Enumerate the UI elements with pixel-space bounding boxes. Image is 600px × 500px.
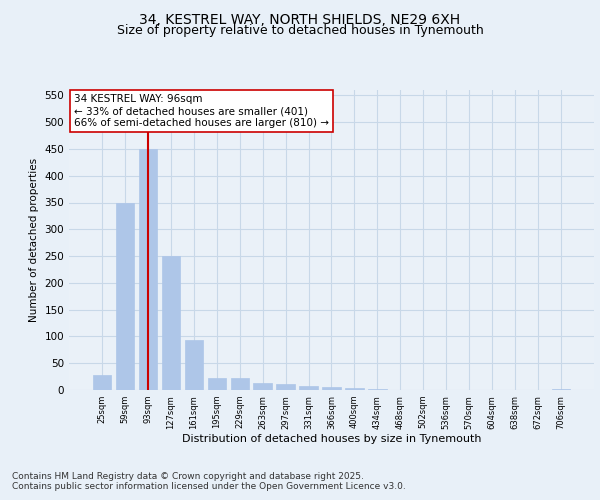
Bar [93,375,111,390]
Text: Contains HM Land Registry data © Crown copyright and database right 2025.: Contains HM Land Registry data © Crown c… [12,472,364,481]
Bar [185,340,203,390]
Bar [299,386,318,390]
Bar [162,256,180,390]
Bar [139,149,157,390]
Bar [208,378,226,390]
Bar [116,202,134,390]
Bar [345,388,364,390]
Text: 34, KESTREL WAY, NORTH SHIELDS, NE29 6XH: 34, KESTREL WAY, NORTH SHIELDS, NE29 6XH [139,12,461,26]
Text: Size of property relative to detached houses in Tynemouth: Size of property relative to detached ho… [116,24,484,37]
X-axis label: Distribution of detached houses by size in Tynemouth: Distribution of detached houses by size … [182,434,481,444]
Bar [230,378,249,390]
Text: 34 KESTREL WAY: 96sqm
← 33% of detached houses are smaller (401)
66% of semi-det: 34 KESTREL WAY: 96sqm ← 33% of detached … [74,94,329,128]
Y-axis label: Number of detached properties: Number of detached properties [29,158,39,322]
Bar [277,384,295,390]
Bar [253,383,272,390]
Bar [322,388,341,390]
Text: Contains public sector information licensed under the Open Government Licence v3: Contains public sector information licen… [12,482,406,491]
